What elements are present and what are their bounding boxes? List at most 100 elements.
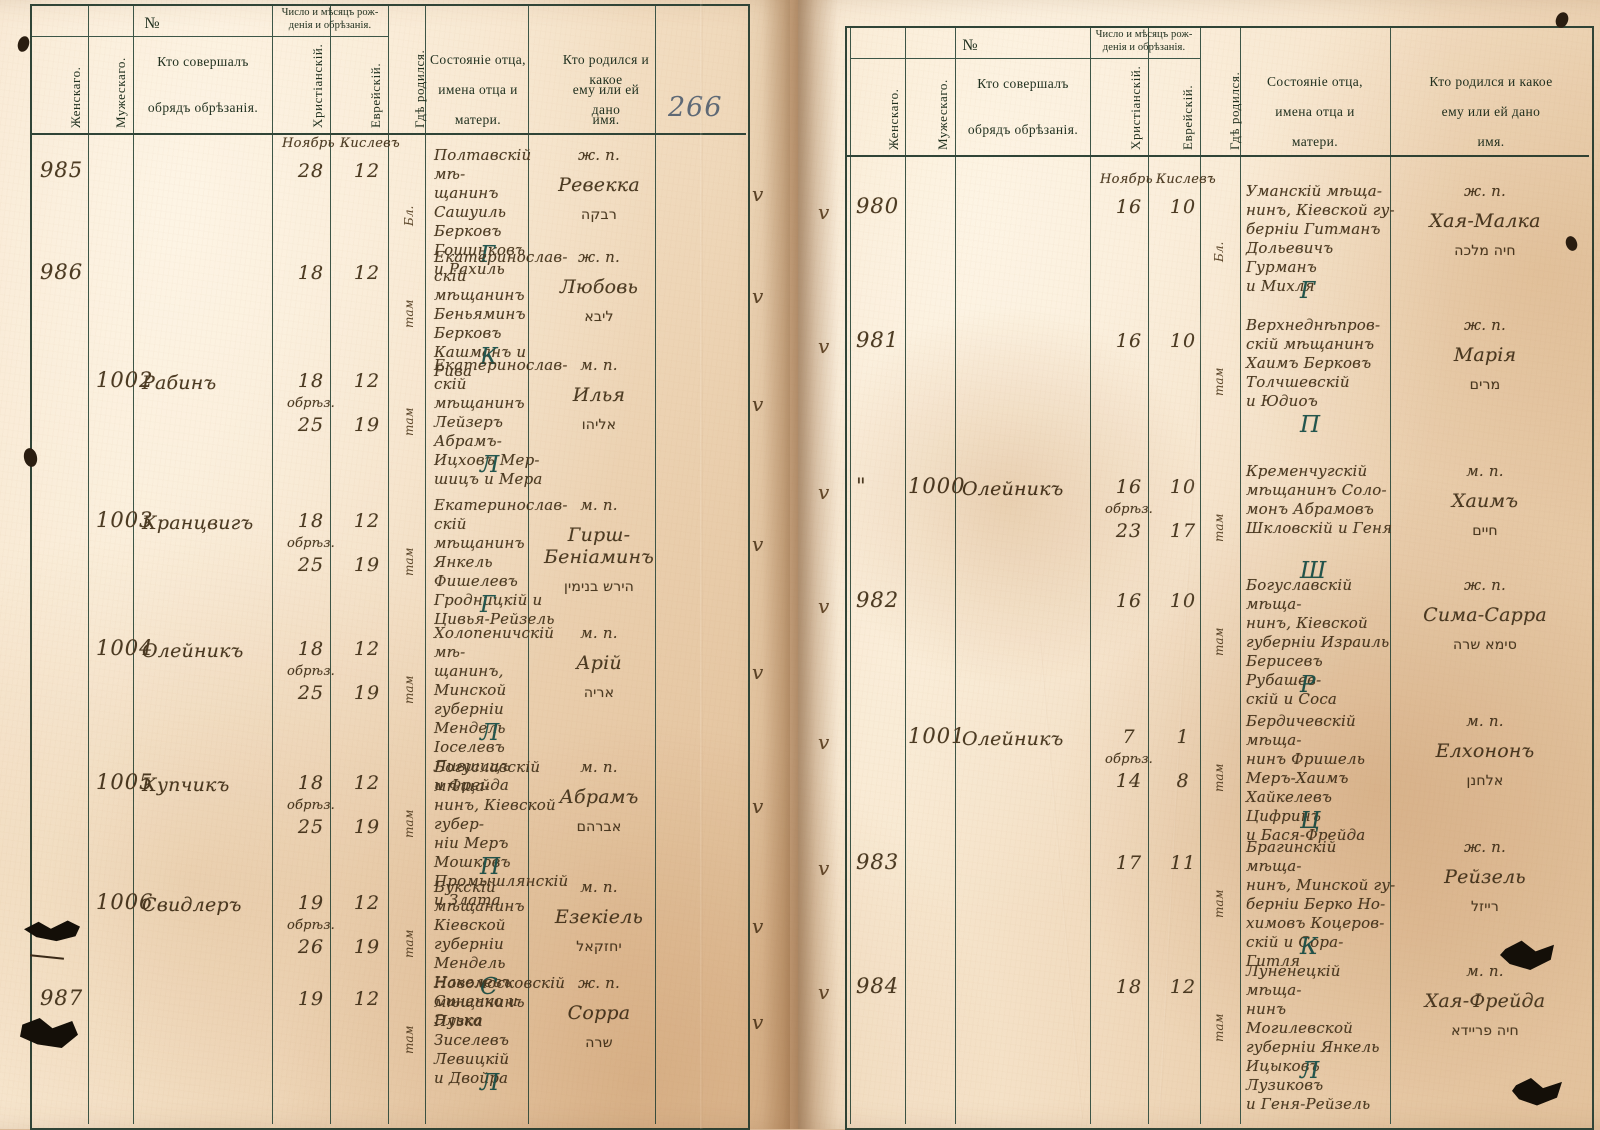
header-child-line3: имя.: [1477, 134, 1505, 149]
father-line: и Фрейда: [434, 776, 510, 794]
day-jewish: 12: [353, 160, 381, 182]
performer-surname: Олейникъ: [142, 640, 244, 662]
index-letter: К: [1300, 934, 1319, 960]
row-checkmark: v: [818, 980, 830, 1004]
number-male: 1004: [96, 636, 154, 660]
father-line: скій мѣщанинъ: [434, 515, 525, 552]
child-sex: ж. п.: [577, 974, 620, 992]
father-line: шицъ и Мера: [434, 470, 543, 488]
header-performer-line2: обрядъ обрѣзанія.: [967, 122, 1079, 137]
header-child-line1: Кто родился и какое: [562, 52, 650, 87]
father-line: Екатеринослав-: [434, 496, 568, 514]
header-date-group-line2: денія и обрѣзанія.: [288, 20, 372, 31]
birthplace-note: там: [402, 299, 416, 328]
birthplace-note: там: [402, 809, 416, 838]
father-line: берніи Берко Но-: [1246, 895, 1386, 913]
father-line: нинъ, Кіевской губер-: [434, 796, 556, 833]
number-female: 983: [856, 850, 900, 874]
child-sex: м. п.: [1466, 712, 1504, 730]
child-details: м. п. Хая-Фрейда חיה פריידא: [1400, 960, 1570, 1042]
number-female: 981: [856, 328, 900, 352]
child-sex: м. п.: [580, 356, 618, 374]
father-details: Луненецкій мѣща-нинъ Могилевской губерніи…: [1246, 962, 1396, 1114]
child-name: Илья: [572, 384, 626, 406]
header-jewish: Еврейскій.: [1180, 84, 1195, 150]
circumcision-day-jewish: 19: [353, 816, 381, 838]
father-line: мѣщанинъ Соло-: [1246, 481, 1387, 499]
row-checkmark: v: [818, 594, 830, 618]
day-christian: 18: [297, 510, 325, 532]
child-name-second: Беніаминъ: [543, 546, 655, 568]
birthplace-note: там: [1212, 513, 1226, 542]
index-letter: К: [480, 344, 499, 370]
number-male: 1005: [96, 770, 154, 794]
row-checkmark: v: [752, 182, 764, 206]
child-sex: м. п.: [580, 878, 618, 896]
row-checkmark: v: [818, 200, 830, 224]
header-number-group: №: [962, 37, 978, 54]
father-line: Кременчугскій: [1246, 462, 1368, 480]
header-father-line1: Состояніе отца,: [1267, 74, 1363, 89]
number-male: 1006: [96, 890, 154, 914]
day-christian: 18: [297, 262, 325, 284]
circumcision-day-christian: 25: [297, 682, 325, 704]
child-name: Арій: [576, 652, 622, 674]
father-line: нинъ, Кіевской гу-: [1246, 201, 1395, 219]
header-child-line2: ему или ей дано: [572, 82, 640, 117]
father-details: Новомосковскій мѣщанинъ Пузка Зиселевъ Лев…: [434, 974, 565, 1088]
father-line: монъ Абрамовъ: [1246, 500, 1374, 518]
child-sex: м. п.: [580, 624, 618, 642]
col-rule: [330, 6, 331, 1124]
page-number: 266: [668, 92, 723, 123]
circumcision-label: обрѣз.: [287, 536, 335, 551]
circumcision-label: обрѣз.: [1105, 502, 1153, 517]
birthplace-note: там: [402, 929, 416, 958]
father-line: Богуславскій мѣща-: [1246, 576, 1353, 613]
father-details: Екатеринослав-скій мѣщанинъ Беньяминъ Бер…: [434, 248, 567, 381]
father-line: Берковъ Гошинковъ: [434, 222, 526, 259]
index-letter: Г: [480, 592, 496, 618]
index-letter: Ш: [1300, 558, 1327, 584]
day-jewish: 12: [353, 988, 381, 1010]
father-line: Меръ-Хаимъ: [1246, 769, 1349, 787]
header-father-line2: имена отца и: [438, 82, 518, 97]
col-rule: [388, 6, 389, 1124]
birthplace-note: там: [1212, 627, 1226, 656]
child-name: Елхононъ: [1435, 740, 1535, 762]
day-christian: 18: [297, 370, 325, 392]
father-details: Богуславскій мѣща-нинъ, Кіевской губерніи…: [1246, 576, 1396, 709]
month-jewish: Кислевъ: [1156, 172, 1217, 187]
father-details: Полтавскій мѣ-щанинъ Сашуиль Берковъ Гоши…: [434, 146, 560, 279]
header-date-group-line2: денія и обрѣзанія.: [1102, 42, 1186, 53]
circumcision-label: обрѣз.: [1105, 752, 1153, 767]
day-christian: 18: [1115, 976, 1143, 998]
child-name-hebrew: אברהם: [576, 819, 622, 835]
birthplace-note: там: [1212, 367, 1226, 396]
father-line: ніи Меръ Мошковъ: [434, 834, 511, 871]
performer-surname: Кранцвигъ: [142, 512, 254, 534]
performer-surname: Рабинъ: [142, 372, 217, 394]
header-performer-line1: Кто совершалъ: [157, 54, 249, 69]
row-checkmark: v: [818, 334, 830, 358]
father-line: и Бася-Фрейда: [1246, 826, 1366, 844]
col-rule: [1240, 28, 1241, 1124]
father-details: Букскій мѣщанинъ Кіевской губерніи Мендель…: [434, 878, 560, 1030]
col-rule: [88, 6, 89, 1124]
performer-surname: Олейникъ: [962, 728, 1064, 750]
day-jewish: 10: [1169, 590, 1197, 612]
row-checkmark: v: [752, 660, 764, 684]
number-female: 980: [856, 194, 900, 218]
day-christian: 16: [1115, 476, 1143, 498]
father-line: губерніи Янкель: [1246, 1038, 1380, 1056]
circumcision-day-christian: 26: [297, 936, 325, 958]
child-name: Абрамъ: [559, 786, 639, 808]
child-sex: ж. п.: [1463, 182, 1506, 200]
child-details: м. п. Илья אליהו: [540, 354, 658, 436]
child-details: ж. п. Сорра שרה: [540, 972, 658, 1054]
father-line: Верхнеднѣпров-: [1246, 316, 1381, 334]
father-line: Холопеничскій мѣ-: [434, 624, 555, 661]
month-christian: Ноябрь: [282, 136, 335, 151]
father-line: берніи Гитманъ: [1246, 220, 1381, 238]
row-checkmark: v: [818, 480, 830, 504]
col-rule: [425, 6, 426, 1124]
